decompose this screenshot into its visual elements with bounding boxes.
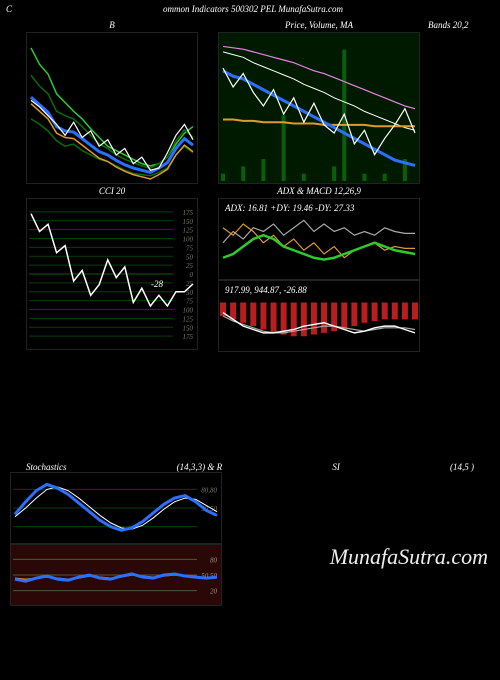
stoch-t4: (14,5 ) [450, 462, 474, 472]
pvma-title: Price, Volume, MA [218, 18, 420, 32]
adx-title: ADX & MACD 12,26,9 [218, 184, 420, 198]
svg-text:100: 100 [183, 307, 194, 315]
svg-text:125: 125 [183, 315, 194, 323]
stoch-panel: 80,8050,50 [10, 472, 222, 544]
svg-text:25: 25 [186, 262, 194, 270]
macd-panel: 917.99, 944.87, -26.88 [218, 280, 420, 352]
adx-panel: ADX: 16.81 +DY: 19.46 -DY: 27.33 [218, 198, 420, 280]
svg-text:50: 50 [186, 253, 194, 261]
svg-text:20: 20 [210, 588, 218, 596]
watermark: MunafaSutra.com [330, 544, 488, 570]
svg-text:75: 75 [186, 244, 194, 252]
stoch-t1: Stochastics [26, 462, 67, 472]
bbands-panel [26, 32, 198, 184]
svg-text:75: 75 [186, 298, 194, 306]
cci-panel: 1751501251007550250255075100125150175-28 [26, 198, 198, 350]
rsi-panel: 8050,5020 [10, 544, 222, 606]
svg-text:175: 175 [183, 209, 194, 217]
hdr-mid: ommon Indicators 500302 PEL MunafaSutra.… [163, 4, 343, 14]
cci-title: CCI 20 [26, 184, 198, 198]
svg-text:150: 150 [183, 218, 194, 226]
bbands-title-r: Bands 20,2 [428, 18, 469, 32]
svg-text:80,80: 80,80 [201, 486, 217, 494]
stoch-t3: SI [332, 462, 340, 472]
pvma-panel [218, 32, 420, 184]
stoch-t2: (14,3,3) & R [177, 462, 223, 472]
svg-text:150: 150 [183, 324, 194, 332]
svg-text:-28: -28 [151, 279, 163, 289]
svg-text:125: 125 [183, 227, 194, 235]
hdr-left: C [6, 4, 12, 14]
svg-text:175: 175 [183, 333, 194, 341]
svg-text:80: 80 [210, 556, 218, 564]
svg-text:0: 0 [190, 271, 194, 279]
svg-text:ADX: 16.81 +DY: 19.46 -DY: 27.: ADX: 16.81 +DY: 19.46 -DY: 27.33 [224, 203, 355, 213]
svg-text:100: 100 [183, 236, 194, 244]
svg-text:917.99, 944.87, -26.88: 917.99, 944.87, -26.88 [225, 285, 307, 295]
bbands-title-l: B [109, 20, 115, 30]
